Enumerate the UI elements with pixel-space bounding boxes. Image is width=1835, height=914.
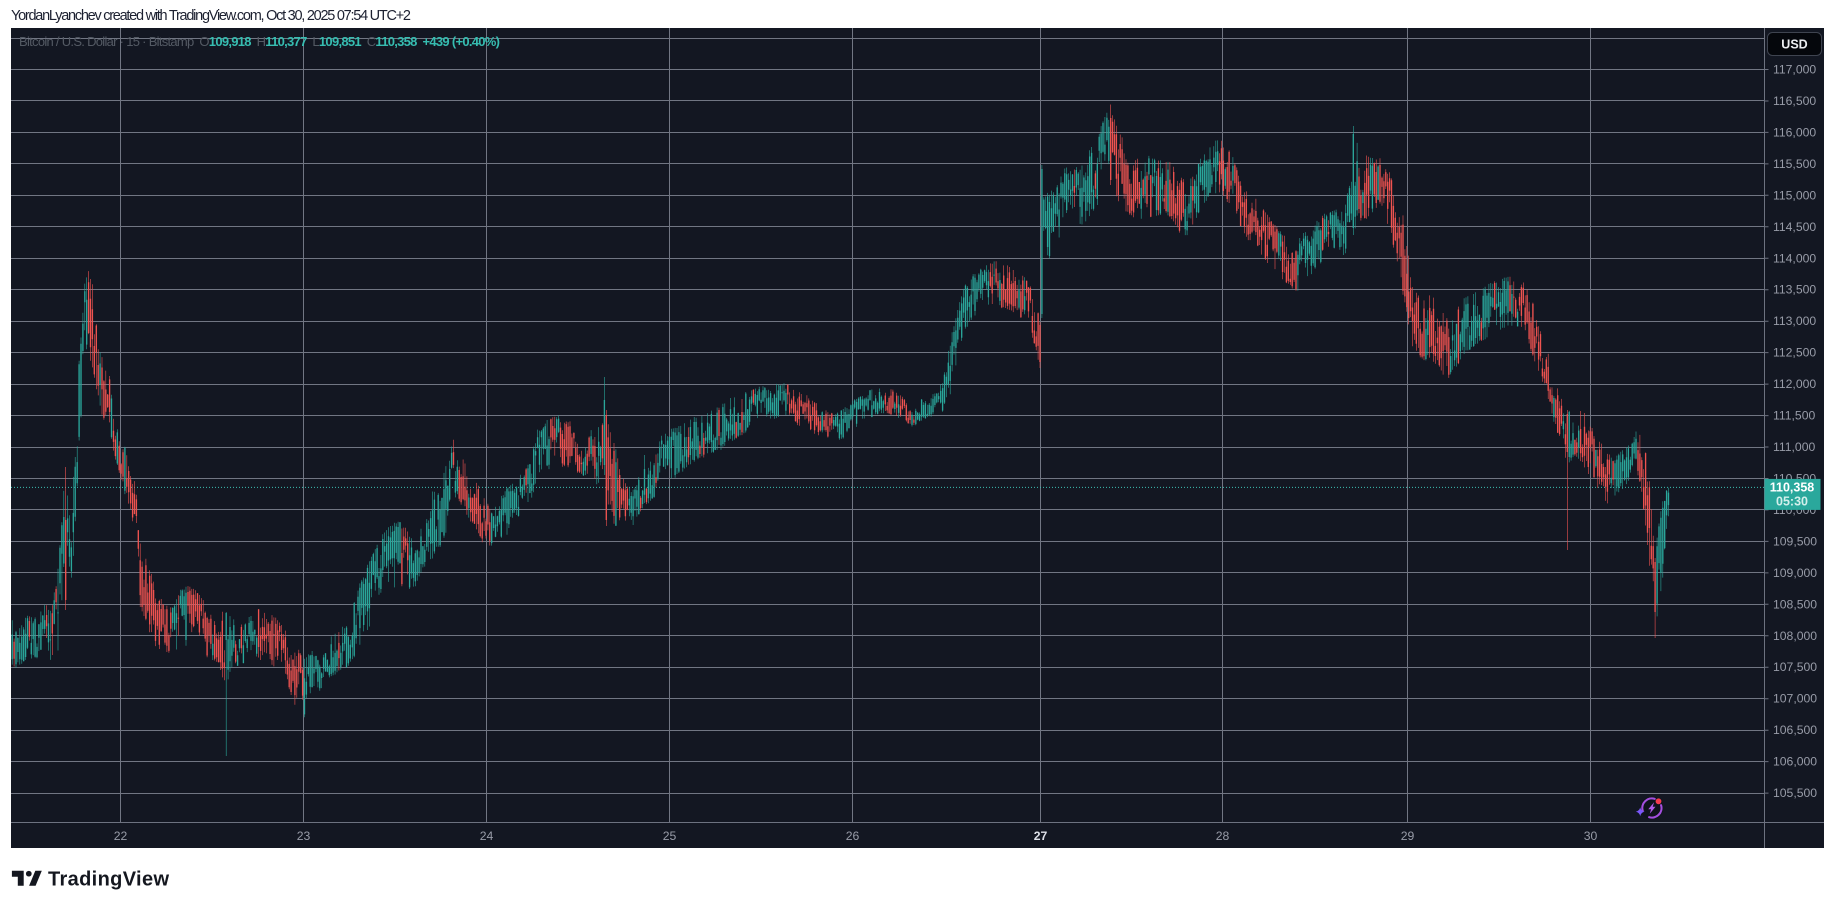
svg-text:105,500: 105,500 [1773,786,1817,800]
svg-text:108,500: 108,500 [1773,597,1817,611]
svg-text:23: 23 [297,829,311,843]
svg-text:106,500: 106,500 [1773,723,1817,737]
svg-text:114,000: 114,000 [1773,251,1816,265]
svg-text:24: 24 [480,829,494,843]
svg-text:05:30: 05:30 [1776,494,1808,508]
svg-text:109,500: 109,500 [1773,534,1817,548]
svg-text:111,500: 111,500 [1773,409,1815,423]
svg-text:112,000: 112,000 [1773,377,1816,391]
svg-text:YordanLyanchev created with Tr: YordanLyanchev created with TradingView.… [11,8,411,24]
svg-text:TradingView: TradingView [48,869,169,891]
svg-text:108,000: 108,000 [1773,629,1817,643]
svg-text:115,000: 115,000 [1773,188,1816,202]
svg-text:116,000: 116,000 [1773,125,1816,139]
svg-text:28: 28 [1216,829,1230,843]
svg-text:117,000: 117,000 [1773,63,1816,77]
svg-text:114,500: 114,500 [1773,220,1816,234]
svg-text:116,500: 116,500 [1773,94,1816,108]
svg-text:25: 25 [663,829,677,843]
svg-text:115,500: 115,500 [1773,157,1816,171]
svg-text:30: 30 [1584,829,1598,843]
svg-text:106,000: 106,000 [1773,755,1817,769]
svg-text:107,000: 107,000 [1773,692,1817,706]
svg-text:112,500: 112,500 [1773,346,1816,360]
svg-text:27: 27 [1034,829,1048,843]
svg-text:110,358: 110,358 [1770,480,1815,494]
svg-text:29: 29 [1401,829,1415,843]
svg-text:26: 26 [846,829,860,843]
svg-text:113,500: 113,500 [1773,283,1816,297]
svg-text:111,000: 111,000 [1773,440,1815,454]
svg-text:107,500: 107,500 [1773,660,1817,674]
svg-text:Bitcoin / U.S. Dollar · 15 · B: Bitcoin / U.S. Dollar · 15 · Bitstamp O1… [19,34,500,49]
svg-text:USD: USD [1781,38,1807,52]
svg-text:113,000: 113,000 [1773,314,1816,328]
svg-text:109,000: 109,000 [1773,566,1817,580]
svg-text:22: 22 [114,829,128,843]
